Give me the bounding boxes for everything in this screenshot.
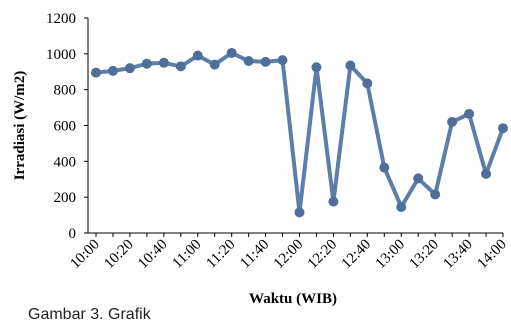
y-tick-label: 1000 [46, 47, 76, 63]
y-tick-label: 600 [54, 119, 77, 135]
data-point [464, 108, 475, 119]
y-tick-label: 1200 [46, 11, 76, 27]
data-point [311, 62, 322, 73]
data-point [294, 207, 305, 218]
data-point [379, 162, 390, 173]
data-point [447, 116, 458, 127]
data-point [328, 196, 339, 207]
series-line [95, 50, 505, 215]
y-tick-label: 800 [54, 83, 77, 99]
y-tick-label: 0 [69, 226, 77, 242]
x-tick-label: 13:40 [440, 237, 475, 272]
data-point [107, 65, 118, 76]
x-tick-label: 11:40 [237, 237, 272, 272]
x-tick-label: 11:00 [169, 237, 204, 272]
y-tick-label: 400 [54, 154, 77, 170]
data-point [362, 78, 373, 89]
data-point [498, 123, 508, 134]
data-point [209, 59, 220, 70]
data-point [243, 56, 254, 66]
data-point [124, 63, 135, 74]
x-axis-title: Waktu (WIB) [249, 291, 337, 307]
data-point [430, 189, 441, 200]
data-point [396, 202, 407, 213]
data-point [481, 168, 492, 179]
x-tick-label: 12:20 [305, 237, 340, 272]
y-tick-label: 200 [54, 190, 77, 206]
data-point [141, 58, 152, 69]
y-axis-ticks: 0 200 400 600 800 1000 1200 [46, 11, 88, 242]
x-tick-label: 13:00 [373, 237, 408, 272]
irradiance-series [91, 47, 508, 218]
data-point [91, 67, 101, 78]
data-point [226, 47, 237, 58]
data-point [413, 173, 424, 184]
data-point [175, 61, 186, 72]
x-tick-label: 10:40 [135, 237, 170, 272]
x-axis-ticks: 10:0010:2010:4011:0011:2011:4012:0012:20… [67, 233, 510, 272]
data-point [277, 55, 288, 66]
figure-caption: Gambar 3. Grafik [28, 306, 152, 320]
y-axis-title: Irradiasi (W/m2) [12, 71, 28, 181]
x-tick-label: 13:20 [407, 237, 442, 272]
data-point [260, 56, 271, 67]
data-point [192, 50, 203, 61]
data-point [158, 57, 169, 68]
data-point [345, 60, 356, 71]
x-tick-label: 14:00 [474, 237, 509, 272]
x-tick-label: 11:20 [203, 237, 238, 272]
x-tick-label: 12:00 [271, 237, 306, 272]
x-tick-label: 10:20 [101, 237, 136, 272]
x-tick-label: 12:40 [339, 237, 374, 272]
